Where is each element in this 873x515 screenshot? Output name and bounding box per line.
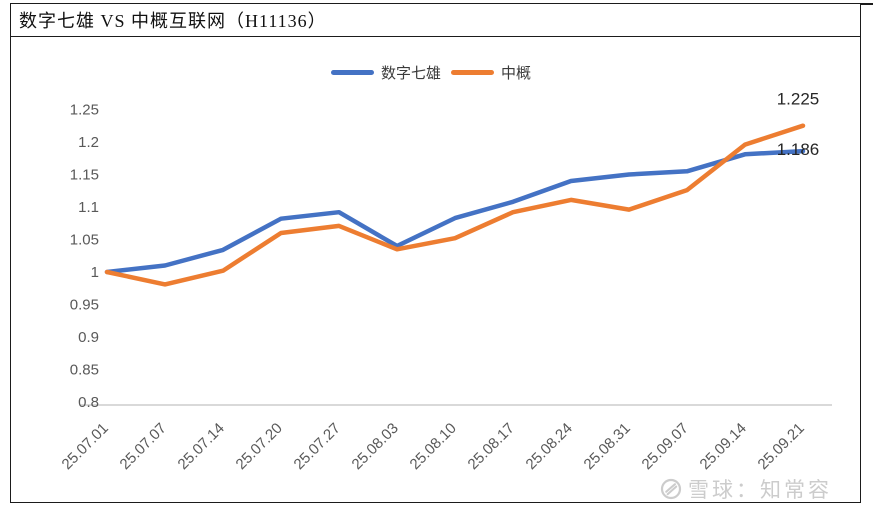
legend-label-china-concept: 中概 bbox=[501, 65, 532, 82]
x-axis-label: 25.07.20 bbox=[233, 420, 286, 473]
table-border-fragment bbox=[861, 3, 873, 5]
x-axis-label: 25.08.17 bbox=[465, 420, 518, 473]
page-title: 数字七雄 VS 中概互联网（H11136） bbox=[19, 11, 327, 31]
x-axis-label: 25.09.14 bbox=[697, 420, 750, 473]
y-tick-label: 0.85 bbox=[70, 362, 99, 379]
data-label: 1.225 bbox=[777, 90, 820, 109]
series-line-china-concept bbox=[104, 123, 806, 287]
x-axis-label: 25.07.27 bbox=[291, 420, 344, 473]
xueqiu-snowball-logo-icon bbox=[660, 478, 682, 500]
watermark: 雪球：知常容 bbox=[660, 474, 832, 504]
y-tick-label: 0.9 bbox=[78, 329, 99, 346]
y-tick-label: 1.1 bbox=[78, 199, 99, 216]
x-axis-label: 25.07.14 bbox=[175, 420, 228, 473]
x-axis-label: 25.08.03 bbox=[349, 420, 402, 473]
watermark-text: 雪球：知常容 bbox=[688, 479, 832, 502]
y-tick-label: 1.15 bbox=[70, 167, 99, 184]
legend-item-china-concept: 中概 bbox=[451, 62, 531, 83]
x-axis-label: 25.08.31 bbox=[581, 420, 634, 473]
y-tick-label: 0.95 bbox=[70, 297, 99, 314]
series-line-digital-seven bbox=[104, 148, 806, 275]
x-axis-label: 25.09.21 bbox=[755, 420, 808, 473]
chart-legend: 数字七雄 中概 bbox=[331, 62, 531, 83]
chart-frame: 数字七雄 VS 中概互联网（H11136） bbox=[10, 3, 861, 503]
y-tick-label: 1.05 bbox=[70, 232, 99, 249]
x-axis-label: 25.07.01 bbox=[59, 420, 112, 473]
x-axis-label: 25.08.24 bbox=[523, 420, 576, 473]
title-bar: 数字七雄 VS 中概互联网（H11136） bbox=[11, 4, 860, 37]
legend-swatch-blue bbox=[331, 70, 374, 75]
y-tick-label: 0.8 bbox=[78, 394, 99, 411]
legend-label-digital-seven: 数字七雄 bbox=[381, 65, 442, 82]
legend-item-digital-seven: 数字七雄 bbox=[331, 62, 441, 83]
y-tick-label: 1 bbox=[91, 264, 99, 281]
y-tick-label: 1.2 bbox=[78, 134, 99, 151]
x-axis-label: 25.07.07 bbox=[117, 420, 170, 473]
x-axis-label: 25.08.10 bbox=[407, 420, 460, 473]
y-tick-label: 1.25 bbox=[70, 102, 99, 119]
x-axis-label: 25.09.07 bbox=[639, 420, 692, 473]
legend-swatch-orange bbox=[451, 70, 495, 75]
data-label: 1.186 bbox=[777, 140, 820, 159]
